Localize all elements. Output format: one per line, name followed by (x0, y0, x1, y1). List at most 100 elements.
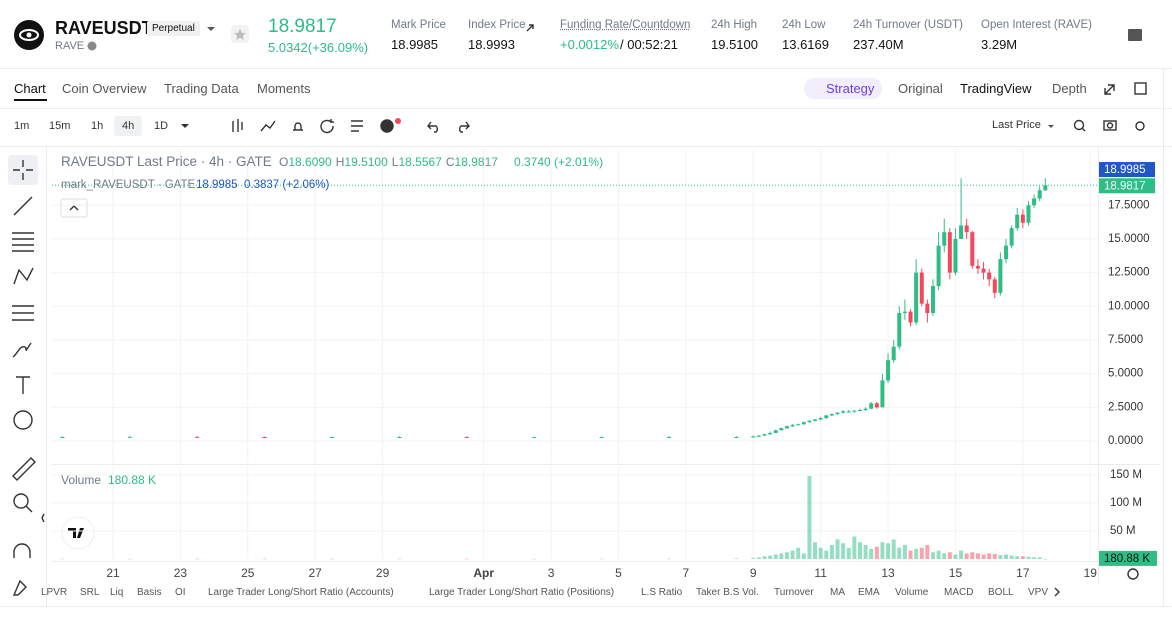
view[interactable]: TradingView (960, 81, 1032, 96)
indicator[interactable]: BOLL (988, 587, 1014, 598)
price-type-caret[interactable] (1048, 125, 1054, 128)
y-tick-label: 2.5000 (1108, 401, 1143, 413)
dropdown[interactable] (207, 27, 215, 31)
candle-body (756, 435, 761, 437)
strategy-bg[interactable] (804, 78, 882, 99)
volume-bar (1015, 556, 1020, 559)
stat-label: 24h Turnover (USDT) (853, 19, 963, 31)
x-tick-label: 3 (548, 566, 555, 580)
indicator[interactable]: EMA (858, 587, 880, 598)
star (234, 29, 246, 40)
ohlc-part: H (335, 155, 345, 169)
candle-body (818, 418, 823, 420)
y-tick-label: 17.5000 (1108, 199, 1150, 211)
volume-bar (262, 558, 267, 560)
volume-bar (942, 553, 947, 559)
drawing-toolbar[interactable] (8, 155, 38, 596)
indicator[interactable]: L.S Ratio (641, 587, 683, 598)
interval-caret[interactable] (181, 124, 189, 128)
volume-bar (908, 550, 913, 559)
volume-bar (796, 547, 801, 559)
interval[interactable]: 1h (91, 120, 104, 132)
view[interactable]: Depth (1052, 81, 1087, 96)
symbol[interactable]: RAVEUSDT (55, 18, 153, 38)
volume-bar (880, 542, 885, 559)
interval[interactable]: 4h (122, 120, 135, 132)
volume-bar (779, 553, 784, 559)
tab[interactable]: Moments (257, 81, 311, 96)
volume-bar (992, 553, 997, 559)
link-icon[interactable] (526, 24, 534, 32)
volume-bar (127, 558, 132, 560)
last-price: 18.9817 (268, 16, 337, 37)
info-icon[interactable] (87, 41, 97, 51)
x-tick-label: 29 (376, 566, 390, 580)
indicator[interactable]: Large Trader Long/Short Ratio (Positions… (429, 587, 615, 598)
window-icon[interactable] (1134, 82, 1147, 95)
indicator[interactable]: MA (830, 587, 845, 598)
stat-value: / 00:52:21 (620, 37, 678, 52)
price-type[interactable]: Last Price (992, 119, 1041, 131)
candle-body (919, 272, 924, 304)
indicator[interactable]: Liq (110, 587, 124, 598)
candle-body (998, 259, 1003, 293)
expand-icon[interactable] (1104, 84, 1115, 95)
indicator[interactable]: Taker B.S Vol. (696, 587, 759, 598)
volume-bar (829, 544, 834, 559)
volume-bar (902, 544, 907, 559)
candle-body (1032, 198, 1037, 206)
candle-body (784, 426, 789, 429)
interval[interactable]: 1m (14, 120, 30, 132)
stat-label: Mark Price (391, 19, 446, 31)
interval[interactable]: 1D (154, 120, 169, 132)
volume-bar (930, 552, 935, 559)
volume-tick-label: 50 M (1110, 525, 1136, 537)
x-tick-label: 19 (1084, 566, 1098, 580)
stat-label: Funding Rate/Countdown (560, 19, 691, 31)
ohlc-part: 19.5100 (344, 155, 388, 169)
candle-body (925, 303, 930, 314)
volume-bar (925, 544, 930, 559)
collapse-legend[interactable] (60, 198, 88, 218)
volume-bar (975, 553, 980, 559)
mark-price-label: 18.9985 (1104, 164, 1146, 176)
volume-bar (897, 547, 902, 559)
indicator[interactable]: VPV (1028, 587, 1049, 598)
tab[interactable]: Trading Data (164, 81, 239, 96)
candle-body (773, 430, 778, 433)
tab[interactable]: Coin Overview (62, 81, 147, 96)
volume-bar (768, 555, 773, 559)
view[interactable]: Original (898, 81, 943, 96)
candle-body (824, 415, 829, 419)
book-icon[interactable] (1128, 29, 1142, 41)
x-tick-label: 17 (1016, 566, 1030, 580)
indicator[interactable]: Large Trader Long/Short Ratio (Accounts) (208, 587, 394, 598)
ohlc-part: 18.5567 (398, 155, 442, 169)
indicator[interactable]: Volume (895, 587, 929, 598)
view[interactable]: Strategy (826, 81, 875, 96)
mark-change: 0.3837 (+2.06%) (244, 179, 330, 191)
badge: Perpetual (147, 21, 200, 36)
indicator[interactable]: OI (175, 587, 186, 598)
candle-body (936, 245, 941, 287)
volume-bar (914, 548, 919, 559)
volume-bar (1009, 555, 1014, 559)
candle-body (930, 286, 935, 314)
tab[interactable]: Chart (14, 81, 46, 96)
candle-body (195, 436, 200, 438)
axis-settings[interactable] (1127, 568, 1139, 580)
volume-bar (919, 547, 924, 559)
indicator[interactable]: MACD (944, 587, 974, 598)
collapse-toolbar[interactable] (41, 513, 45, 523)
indicator[interactable]: LPVR (41, 587, 68, 598)
volume-bar (857, 542, 862, 559)
volume-bar (813, 542, 818, 559)
more-indicators[interactable] (1054, 587, 1060, 597)
interval[interactable]: 15m (49, 120, 71, 132)
indicator[interactable]: Turnover (774, 587, 814, 598)
candle-body (846, 411, 851, 413)
indicator[interactable]: Basis (137, 587, 162, 598)
candle-body (959, 225, 964, 239)
indicator[interactable]: SRL (80, 587, 100, 598)
chart-tools[interactable] (232, 119, 1145, 134)
